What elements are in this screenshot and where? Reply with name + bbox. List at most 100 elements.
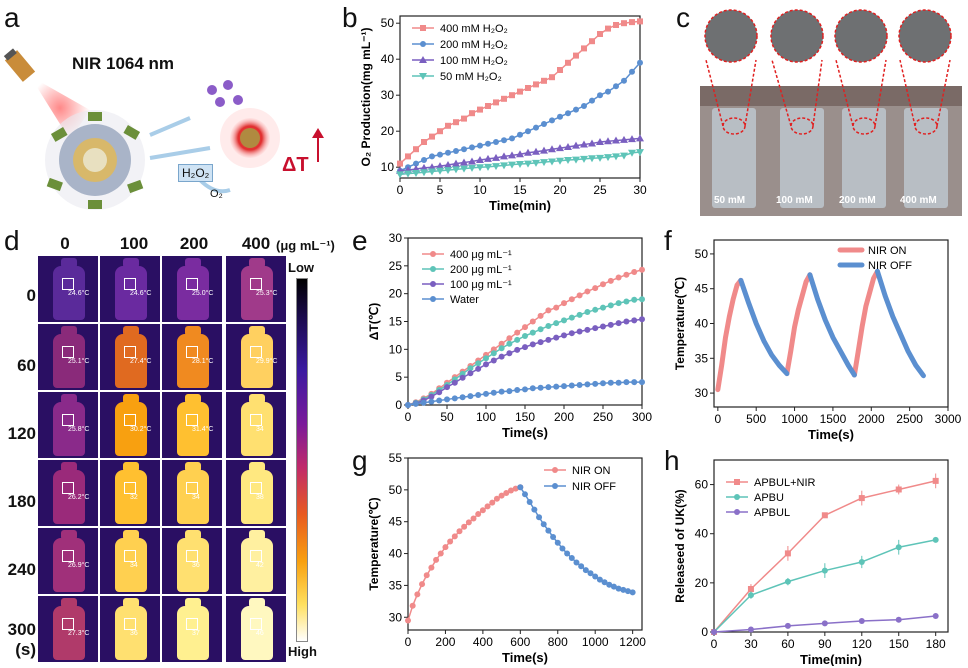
- data-point: [747, 586, 754, 592]
- data-point: [506, 350, 513, 357]
- series-line: [519, 486, 634, 594]
- data-point: [636, 134, 644, 142]
- data-point: [821, 620, 828, 627]
- measure-marker: [62, 482, 74, 494]
- legend-label: APBUL+NIR: [754, 477, 815, 489]
- data-point: [489, 499, 496, 506]
- thermal-cell: 25.0°C: [162, 256, 222, 322]
- data-point: [592, 573, 599, 580]
- y-tick-label: 60: [695, 478, 709, 492]
- data-point: [932, 477, 939, 484]
- bottle-heat-shape: [241, 394, 273, 456]
- data-point: [522, 344, 528, 351]
- chart-e-delta-t: 0 50 100 150 200 250 300 0 5 10 15 20 25 30 Time(s) ΔT(…: [367, 231, 652, 440]
- temperature-readout: 26.9°C: [68, 562, 90, 569]
- data-point: [629, 68, 635, 75]
- data-point: [430, 281, 436, 287]
- panel-letter-d: d: [4, 225, 20, 256]
- bottle-heat-shape: [53, 326, 85, 388]
- data-point: [453, 119, 459, 126]
- x-tick-label: 2000: [858, 412, 885, 426]
- row-unit-label: (s): [15, 640, 36, 659]
- data-point: [413, 146, 419, 153]
- nir-wavelength-label: NIR 1064 nm: [72, 54, 175, 73]
- data-point: [623, 298, 630, 305]
- data-point: [600, 281, 606, 288]
- data-point: [475, 365, 482, 372]
- temperature-readout: 27.3°C: [68, 630, 90, 637]
- data-point: [459, 394, 466, 401]
- data-point: [500, 152, 508, 160]
- data-point: [525, 85, 531, 91]
- oxygen-molecules-icon: [207, 80, 243, 107]
- data-point: [475, 360, 482, 367]
- y-tick-label: 25: [389, 259, 403, 273]
- data-point: [600, 380, 606, 387]
- measure-marker: [124, 346, 136, 358]
- plot-frame: [407, 237, 643, 406]
- data-point: [490, 350, 497, 357]
- data-point: [461, 115, 467, 122]
- data-point: [529, 329, 536, 336]
- series-line: [851, 268, 880, 378]
- thermal-cell: 36: [162, 528, 222, 594]
- measure-marker: [250, 278, 262, 290]
- data-point: [516, 160, 524, 168]
- legend-label: Water: [450, 294, 479, 306]
- data-point: [639, 316, 645, 323]
- data-point: [506, 340, 513, 347]
- temperature-readout: 29.9°C: [256, 358, 278, 365]
- data-point: [532, 159, 540, 167]
- y-tick-label: 10: [381, 160, 395, 174]
- x-tick-label: 250: [593, 410, 613, 424]
- data-point: [451, 395, 458, 402]
- data-point: [461, 146, 467, 153]
- data-point: [734, 494, 740, 500]
- data-point: [629, 589, 636, 596]
- measure-marker: [62, 414, 74, 426]
- data-point: [545, 527, 552, 534]
- data-point: [573, 52, 579, 59]
- legend-label: 50 mM H₂O₂: [440, 71, 502, 83]
- data-point: [568, 330, 575, 337]
- temperature-readout: 26.2°C: [68, 494, 90, 501]
- bottle-heat-shape: [115, 530, 147, 592]
- data-point: [592, 306, 599, 313]
- data-point: [557, 67, 563, 73]
- y-tick-label: 5: [395, 370, 402, 384]
- y-tick-label: 50: [389, 483, 403, 497]
- data-point: [437, 550, 444, 557]
- temperature-readout: 30.2°C: [130, 426, 152, 433]
- temperature-readout: 37: [192, 630, 200, 637]
- thermal-cell: 26.2°C: [38, 460, 98, 526]
- data-point: [592, 325, 599, 332]
- data-point: [429, 153, 435, 160]
- measure-marker: [124, 482, 136, 494]
- data-point: [615, 274, 622, 281]
- thermal-cell: 36: [100, 596, 160, 662]
- data-point: [412, 169, 420, 177]
- data-point: [477, 106, 483, 113]
- data-point: [483, 390, 489, 397]
- temperature-readout: 27.4°C: [130, 358, 152, 365]
- data-point: [606, 581, 613, 588]
- data-point: [423, 572, 430, 579]
- data-point: [613, 83, 619, 90]
- data-point: [526, 498, 533, 505]
- y-tick-label: 10: [389, 342, 403, 356]
- measure-marker: [250, 482, 262, 494]
- data-point: [419, 73, 427, 80]
- data-point: [412, 400, 419, 407]
- temperature-readout: 24.6°C: [130, 290, 152, 297]
- measure-marker: [186, 550, 198, 562]
- series-line: [784, 272, 813, 377]
- data-point: [430, 266, 436, 272]
- x-tick-label: 1500: [820, 412, 847, 426]
- data-point: [747, 626, 754, 633]
- data-point: [429, 133, 435, 140]
- data-point: [477, 142, 483, 149]
- bottle-heat-shape: [53, 258, 85, 320]
- data-point: [554, 539, 561, 546]
- data-point: [498, 492, 505, 499]
- data-point: [484, 503, 491, 510]
